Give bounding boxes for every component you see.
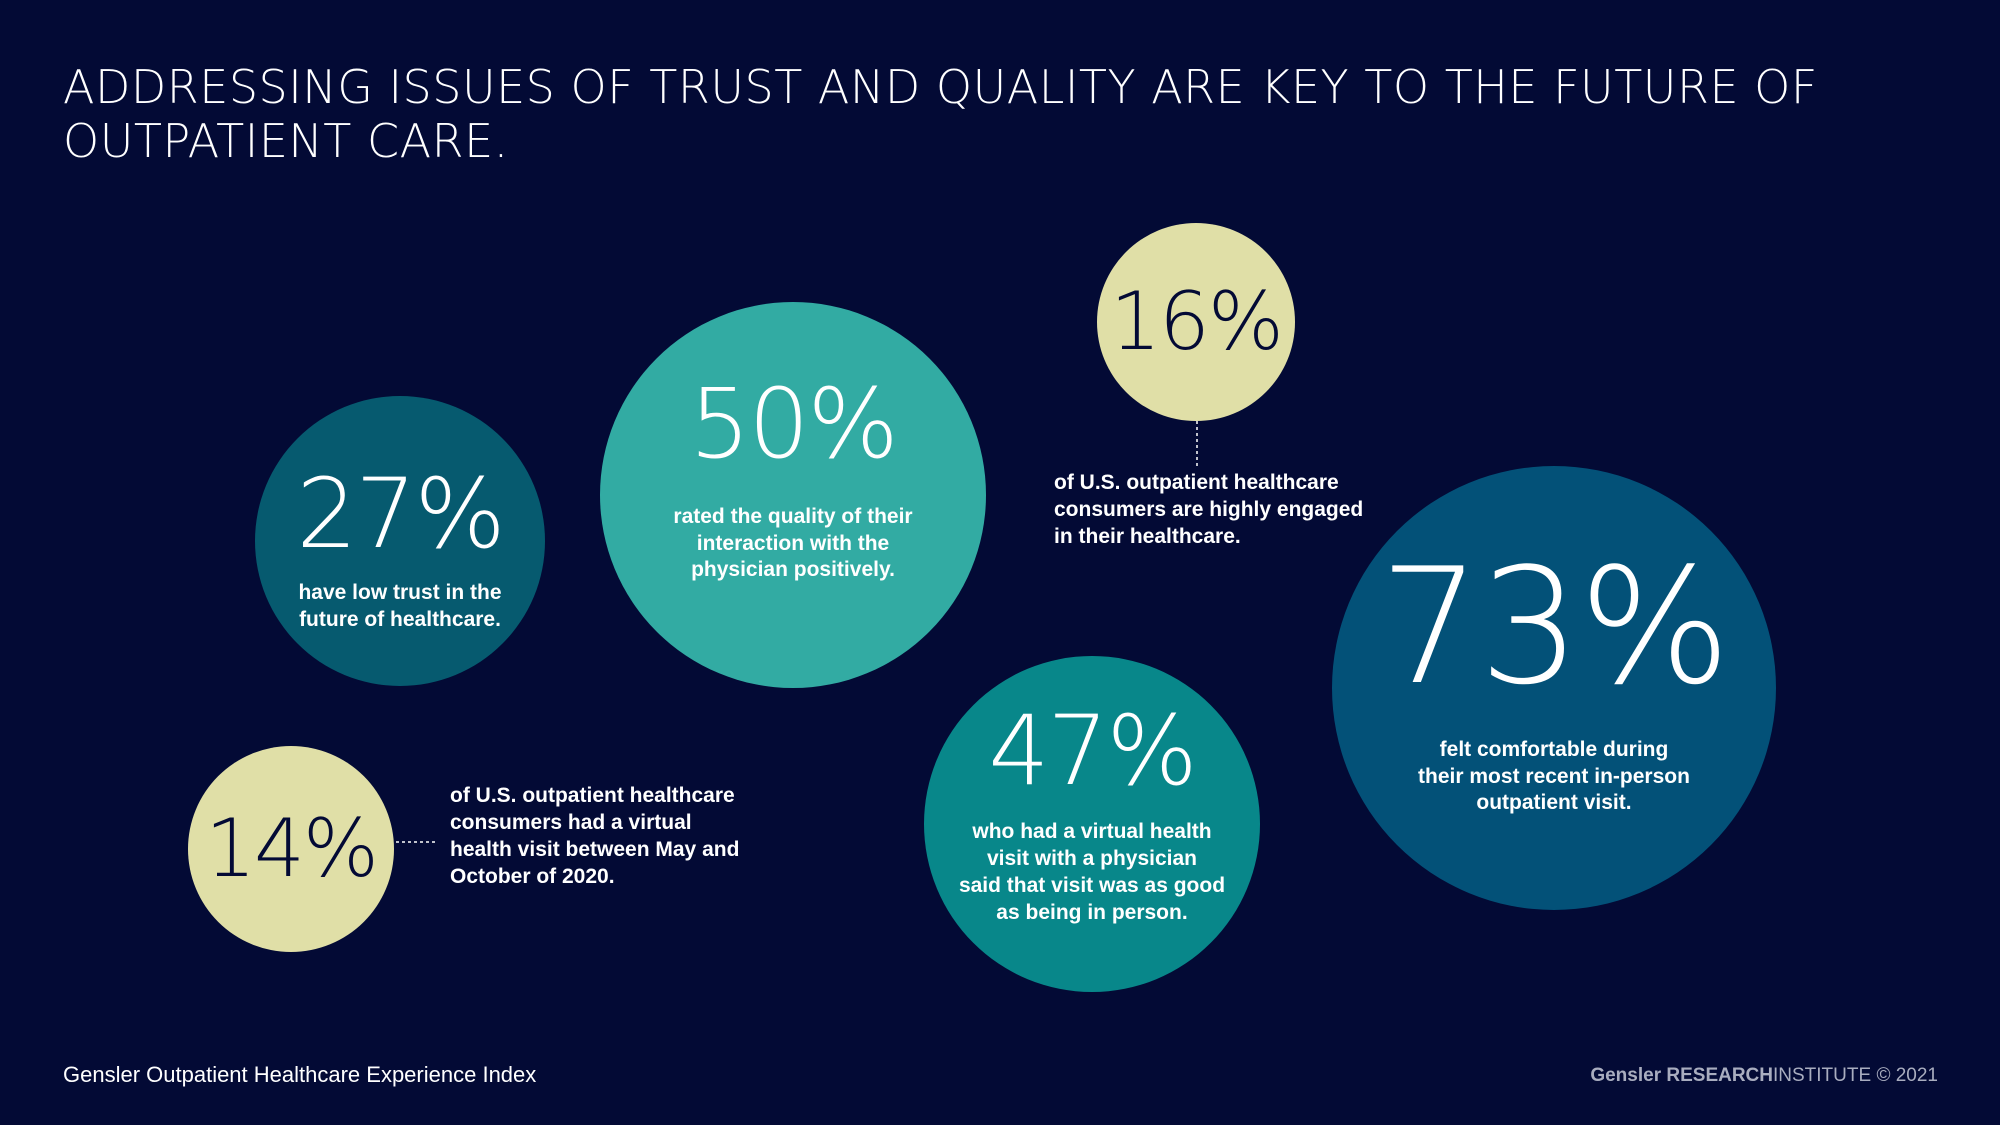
copyright-label: © 2021 — [1876, 1065, 1938, 1086]
stat-caption-virtual-good: who had a virtual health visit with a ph… — [958, 820, 1226, 924]
stat-circle-comfortable: 73% felt comfortable during their most r… — [1332, 466, 1776, 910]
page-title: ADDRESSING ISSUES OF TRUST AND QUALITY A… — [63, 60, 1818, 168]
institute-label: INSTITUTE — [1773, 1065, 1872, 1086]
stat-caption-quality: rated the quality of their interaction w… — [673, 504, 913, 582]
stat-caption-virtual-visit: of U.S. outpatient healthcare consumers … — [450, 784, 740, 888]
connector-engaged — [1196, 421, 1198, 467]
stat-value-comfortable: 73% — [1379, 532, 1731, 720]
stat-circle-virtual-visit: 14% — [188, 746, 394, 952]
stat-caption-trust: have low trust in the future of healthca… — [298, 581, 502, 631]
stat-value-trust: 27% — [296, 458, 505, 571]
stat-value-engaged: 16% — [1110, 275, 1284, 368]
stat-caption-comfortable: felt comfortable during their most recen… — [1418, 737, 1690, 815]
footer-credit: Gensler RESEARCHINSTITUTE © 2021 — [1590, 1065, 1938, 1087]
stat-circle-engaged: 16% — [1097, 223, 1295, 421]
stat-circle-quality: 50% rated the quality of their interacti… — [600, 302, 986, 688]
connector-virtual-visit — [396, 841, 438, 843]
research-label: RESEARCH — [1666, 1065, 1773, 1086]
stat-value-virtual-visit: 14% — [205, 802, 379, 895]
stat-circle-trust: 27% have low trust in the future of heal… — [255, 396, 545, 686]
stat-value-virtual-good: 47% — [988, 695, 1197, 808]
stat-circle-virtual-good: 47% who had a virtual health visit with … — [924, 656, 1260, 992]
stat-value-quality: 50% — [689, 367, 898, 480]
brand-name: Gensler — [1590, 1065, 1662, 1086]
stat-caption-engaged: of U.S. outpatient healthcare consumers … — [1054, 471, 1364, 548]
source-note: Gensler Outpatient Healthcare Experience… — [63, 1062, 537, 1087]
